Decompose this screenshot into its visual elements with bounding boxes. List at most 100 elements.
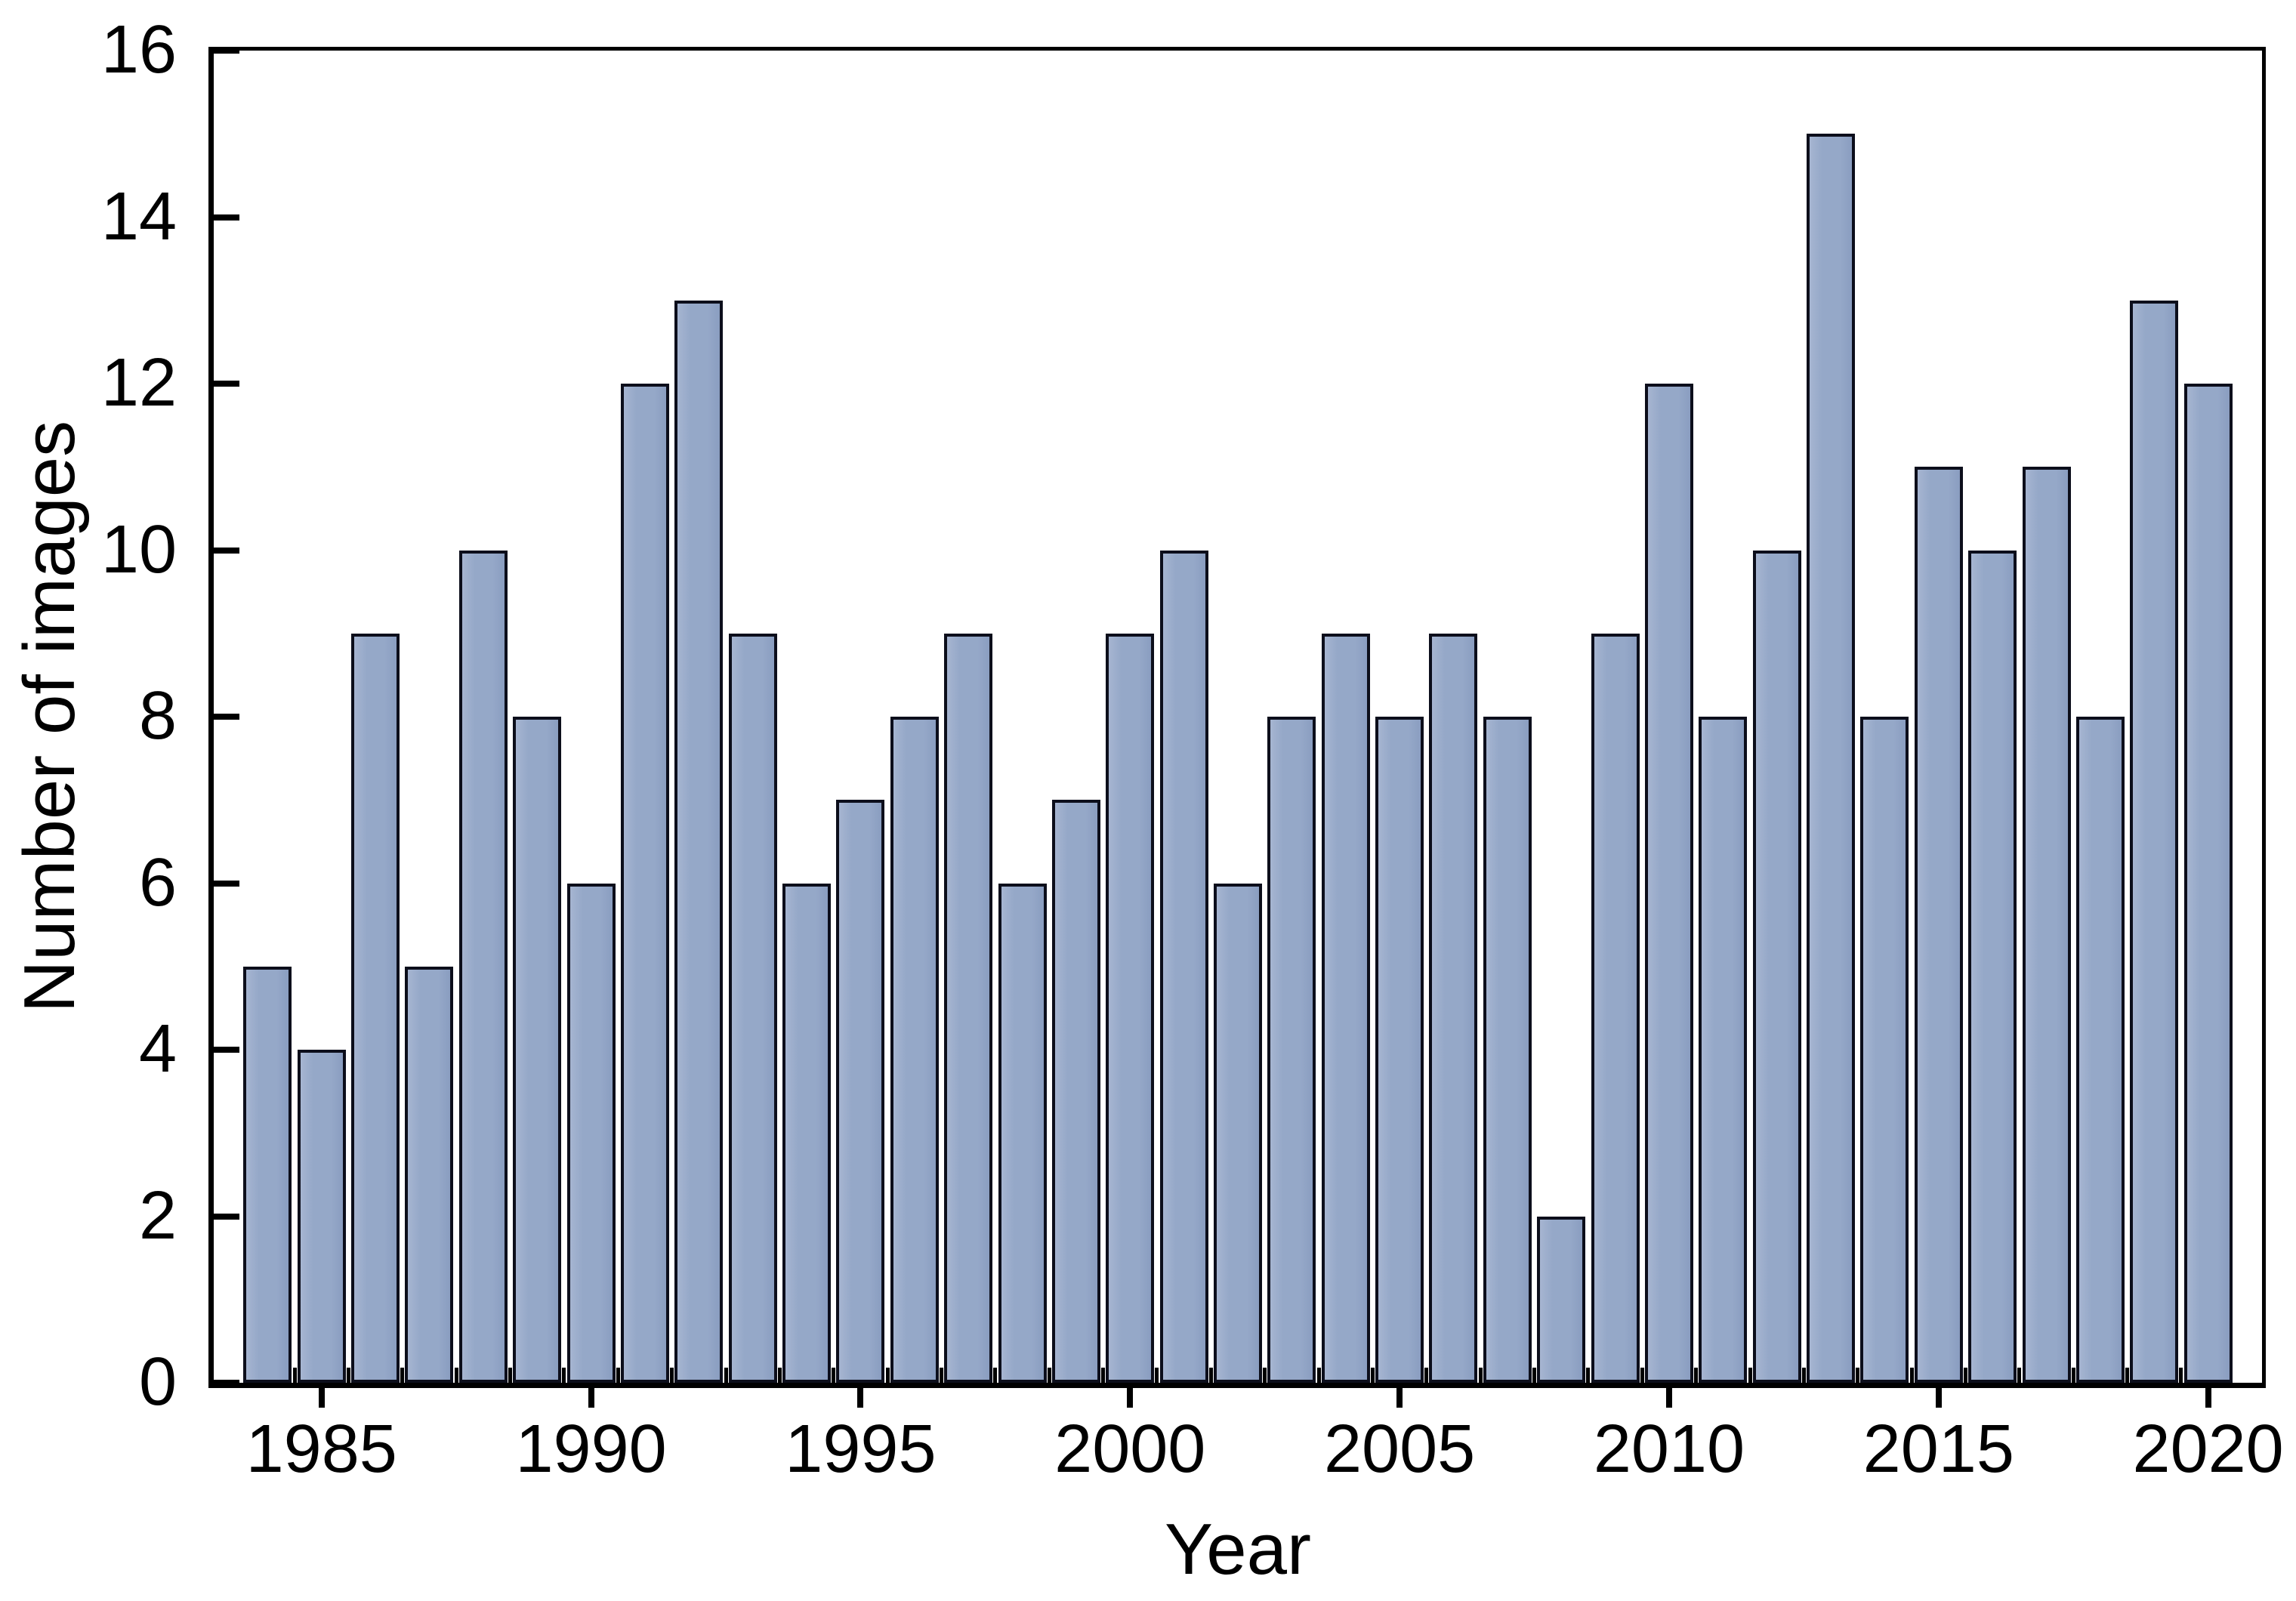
- y-major-tick: [214, 381, 239, 387]
- y-major-tick: [214, 547, 239, 554]
- x-minor-tick: [2017, 1368, 2022, 1383]
- bar-2005: [1375, 717, 1424, 1383]
- bar-1991: [620, 384, 669, 1383]
- bar-1985: [297, 1050, 346, 1383]
- bar-2007: [1483, 717, 1532, 1383]
- x-major-tick: [1935, 1388, 1942, 1408]
- x-minor-tick: [1047, 1368, 1051, 1383]
- bar-2015: [1914, 467, 1963, 1383]
- bar-2002: [1214, 883, 1262, 1383]
- bar-2014: [1860, 717, 1909, 1383]
- bar-1997: [944, 633, 993, 1383]
- x-tick-label: 2020: [2132, 1411, 2284, 1487]
- bar-1995: [836, 800, 885, 1383]
- bar-1999: [1051, 800, 1100, 1383]
- x-minor-tick: [1748, 1368, 1752, 1383]
- x-major-tick: [318, 1388, 325, 1408]
- x-major-tick: [1396, 1388, 1403, 1408]
- x-minor-tick: [1370, 1368, 1375, 1383]
- x-tick-label: 1995: [785, 1411, 937, 1487]
- x-major-tick: [2205, 1388, 2211, 1408]
- x-minor-tick: [724, 1368, 728, 1383]
- x-major-tick: [1665, 1388, 1672, 1408]
- x-minor-tick: [1101, 1368, 1106, 1383]
- x-tick-label: 2005: [1323, 1411, 1476, 1487]
- y-major-tick: [214, 1047, 239, 1053]
- y-major-tick: [214, 714, 239, 720]
- y-major-tick: [214, 48, 239, 54]
- y-tick-label: 12: [100, 345, 177, 421]
- x-minor-tick: [832, 1368, 836, 1383]
- x-tick-label: 2000: [1054, 1411, 1206, 1487]
- x-minor-tick: [562, 1368, 566, 1383]
- bar-1998: [998, 883, 1047, 1383]
- x-minor-tick: [670, 1368, 674, 1383]
- x-minor-tick: [939, 1368, 943, 1383]
- x-tick-label: 1985: [245, 1411, 397, 1487]
- y-major-tick: [214, 1380, 239, 1386]
- bar-1986: [351, 633, 400, 1383]
- x-minor-tick: [616, 1368, 620, 1383]
- y-tick-label: 4: [138, 1011, 177, 1087]
- bar-2020: [2183, 384, 2233, 1383]
- y-tick-label: 6: [138, 844, 177, 921]
- x-minor-tick: [1586, 1368, 1591, 1383]
- bar-2017: [2022, 467, 2071, 1383]
- x-minor-tick: [346, 1368, 350, 1383]
- x-minor-tick: [2179, 1368, 2183, 1383]
- bar-2013: [1807, 134, 1856, 1383]
- x-minor-tick: [1424, 1368, 1429, 1383]
- x-minor-tick: [2125, 1368, 2130, 1383]
- bar-2019: [2130, 300, 2179, 1383]
- bar-2004: [1321, 633, 1370, 1383]
- bar-2010: [1644, 384, 1693, 1383]
- x-minor-tick: [292, 1368, 297, 1383]
- x-minor-tick: [885, 1368, 890, 1383]
- x-axis-title: Year: [1165, 1509, 1311, 1590]
- bar-1996: [890, 717, 939, 1383]
- bar-2009: [1591, 633, 1640, 1383]
- y-tick-label: 16: [100, 12, 177, 88]
- bar-2011: [1699, 717, 1748, 1383]
- y-tick-label: 10: [100, 511, 177, 588]
- bar-2016: [1968, 550, 2017, 1383]
- x-tick-label: 2010: [1593, 1411, 1745, 1487]
- plot-area: [208, 47, 2266, 1388]
- x-minor-tick: [1208, 1368, 1213, 1383]
- y-major-tick: [214, 1213, 239, 1220]
- x-minor-tick: [508, 1368, 513, 1383]
- x-minor-tick: [2071, 1368, 2075, 1383]
- bar-1993: [728, 633, 777, 1383]
- x-minor-tick: [1316, 1368, 1321, 1383]
- x-minor-tick: [993, 1368, 998, 1383]
- y-tick-label: 0: [138, 1344, 177, 1420]
- bar-2003: [1267, 717, 1316, 1383]
- x-tick-label: 2015: [1862, 1411, 2014, 1487]
- x-minor-tick: [1478, 1368, 1483, 1383]
- x-major-tick: [857, 1388, 864, 1408]
- bar-1990: [566, 883, 616, 1383]
- x-minor-tick: [777, 1368, 782, 1383]
- x-minor-tick: [1856, 1368, 1860, 1383]
- y-major-tick: [214, 880, 239, 887]
- x-major-tick: [588, 1388, 594, 1408]
- bar-2018: [2075, 717, 2125, 1383]
- x-minor-tick: [454, 1368, 458, 1383]
- x-minor-tick: [1801, 1368, 1806, 1383]
- y-major-tick: [214, 214, 239, 221]
- x-minor-tick: [1909, 1368, 1914, 1383]
- bar-1994: [782, 883, 832, 1383]
- bar-2000: [1106, 633, 1155, 1383]
- x-minor-tick: [400, 1368, 405, 1383]
- x-major-tick: [1127, 1388, 1134, 1408]
- bar-2001: [1159, 550, 1208, 1383]
- bar-1992: [674, 300, 724, 1383]
- bar-1988: [458, 550, 508, 1383]
- x-minor-tick: [1963, 1368, 1967, 1383]
- x-tick-label: 1990: [515, 1411, 667, 1487]
- y-tick-label: 14: [100, 178, 177, 254]
- x-minor-tick: [1694, 1368, 1699, 1383]
- x-minor-tick: [1532, 1368, 1537, 1383]
- bar-2008: [1537, 1216, 1586, 1383]
